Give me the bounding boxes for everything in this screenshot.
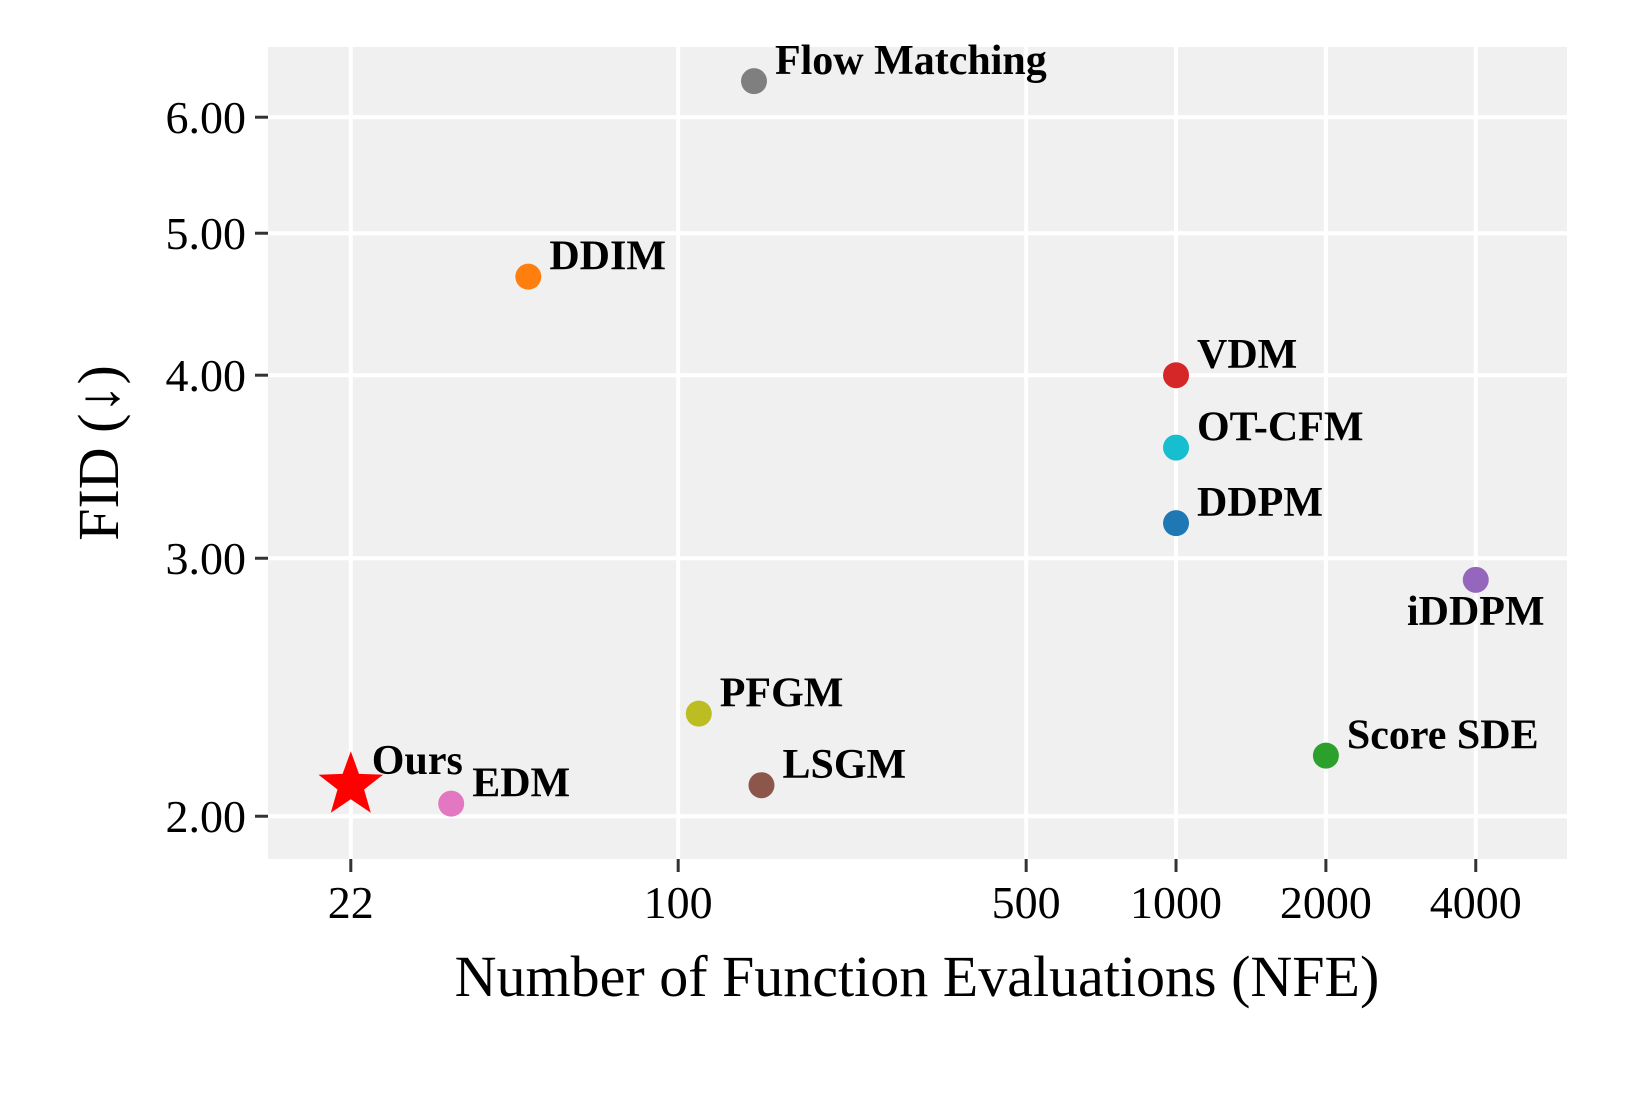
point-ddpm [1163, 510, 1190, 537]
point-label-edm: EDM [472, 761, 570, 807]
y-tick-label-4: 6.00 [166, 92, 247, 143]
point-flow-matching [740, 68, 767, 95]
point-label-flow-matching: Flow Matching [775, 38, 1047, 84]
y-tick-label-3: 5.00 [166, 208, 247, 259]
x-tick-label-1: 100 [644, 877, 713, 928]
y-axis-title: FID (↓) [66, 365, 131, 541]
point-score-sde [1312, 742, 1339, 769]
point-ours [318, 751, 384, 813]
point-ot-cfm [1163, 434, 1190, 461]
y-tick-label-0: 2.00 [166, 791, 247, 842]
point-pfgm [685, 700, 712, 727]
point-label-ddim: DDIM [549, 234, 666, 280]
x-tick-label-4: 2000 [1280, 877, 1372, 928]
point-ddim [515, 263, 542, 290]
x-tick-label-5: 4000 [1430, 877, 1522, 928]
point-label-score-sde: Score SDE [1347, 713, 1539, 759]
y-tick-label-1: 3.00 [166, 533, 247, 584]
point-label-pfgm: PFGM [720, 671, 844, 717]
point-iddpm [1462, 566, 1489, 593]
data-points: Flow Matching DDIM VDM OT-CFM DDPM iDDPM PFGM S… [318, 38, 1545, 817]
axis-ticks: 2.00 3.00 4.00 5.00 6.00 22 100 500 1000 2000 4000 [166, 92, 1522, 928]
x-tick-label-3: 1000 [1130, 877, 1222, 928]
point-label-ot-cfm: OT-CFM [1197, 405, 1363, 451]
point-label-ddpm: DDPM [1197, 480, 1323, 526]
plot-panel [268, 47, 1567, 859]
point-edm [438, 790, 465, 817]
grid-lines [268, 47, 1567, 859]
x-tick-label-0: 22 [328, 877, 374, 928]
point-label-lsgm: LSGM [782, 742, 906, 788]
x-axis-title: Number of Function Evaluations (NFE) [455, 944, 1380, 1009]
point-label-iddpm: iDDPM [1407, 589, 1545, 635]
x-tick-label-2: 500 [992, 877, 1061, 928]
point-label-vdm: VDM [1197, 332, 1297, 378]
point-label-ours: Ours [372, 738, 463, 784]
point-lsgm [748, 772, 775, 799]
y-tick-label-2: 4.00 [166, 350, 247, 401]
point-vdm [1163, 362, 1190, 389]
